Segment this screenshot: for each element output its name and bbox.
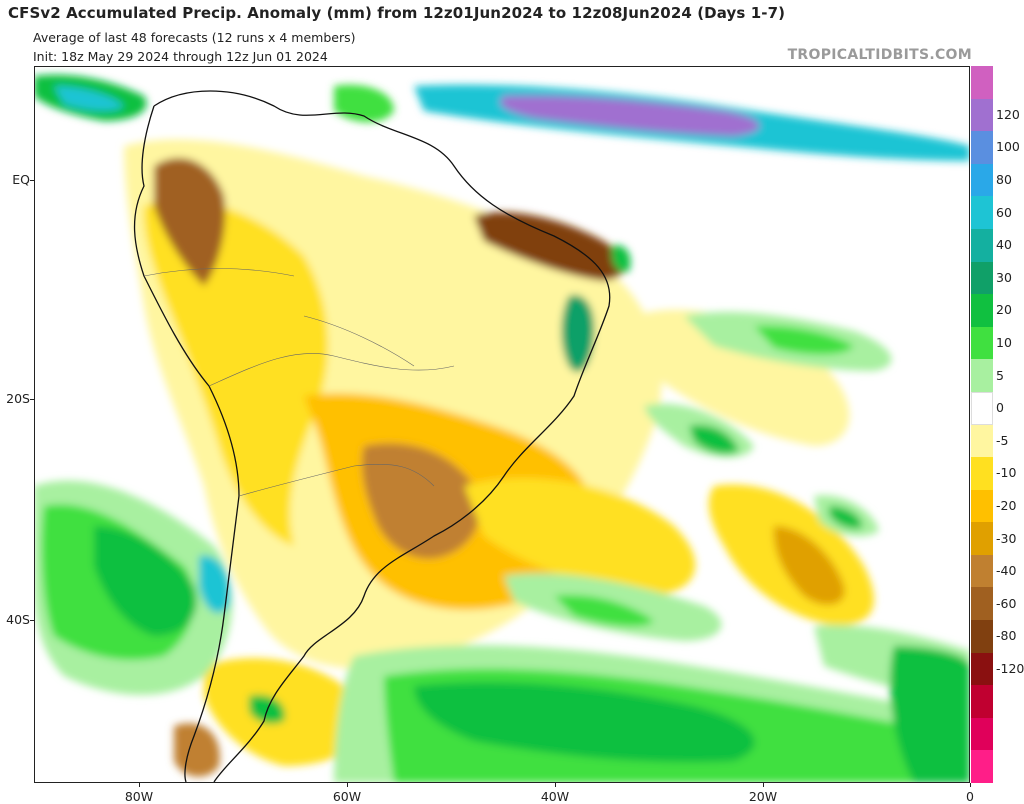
colorbar-segment xyxy=(971,522,993,556)
colorbar-segment xyxy=(971,424,993,458)
colorbar-segment xyxy=(971,261,993,295)
colorbar-segment xyxy=(971,359,993,393)
colorbar-label: -80 xyxy=(996,628,1017,644)
colorbar-segment xyxy=(971,66,993,100)
lon-label-40w: 40W xyxy=(540,789,570,804)
lon-tick xyxy=(970,783,971,787)
colorbar xyxy=(971,66,993,784)
colorbar-segment xyxy=(971,620,993,654)
colorbar-label: -30 xyxy=(996,530,1017,546)
chart-title: CFSv2 Accumulated Precip. Anomaly (mm) f… xyxy=(8,4,786,22)
anomaly-field xyxy=(34,74,970,783)
colorbar-segment xyxy=(971,457,993,491)
colorbar-label: 40 xyxy=(996,237,1012,253)
colorbar-segment xyxy=(971,685,993,719)
lat-tick xyxy=(30,620,34,621)
colorbar-segment xyxy=(971,326,993,360)
colorbar-label: 30 xyxy=(996,269,1012,285)
colorbar-label: -40 xyxy=(996,563,1017,579)
colorbar-segment xyxy=(971,554,993,588)
colorbar-segment xyxy=(971,652,993,686)
colorbar-segment xyxy=(971,131,993,165)
colorbar-label: 100 xyxy=(996,139,1020,155)
colorbar-segment xyxy=(971,750,993,784)
colorbar-segment xyxy=(971,163,993,197)
colorbar-segment xyxy=(971,228,993,263)
lon-tick xyxy=(555,783,556,787)
lon-tick xyxy=(347,783,348,787)
colorbar-segment xyxy=(971,196,993,230)
lat-tick xyxy=(30,399,34,400)
colorbar-label: 60 xyxy=(996,204,1012,220)
lon-label-60w: 60W xyxy=(332,789,362,804)
colorbar-label: 80 xyxy=(996,172,1012,188)
lon-label-20w: 20W xyxy=(748,789,778,804)
colorbar-label: 5 xyxy=(996,367,1004,383)
precip-anomaly-map xyxy=(34,66,970,783)
lat-label-20s: 20S xyxy=(6,391,30,406)
colorbar-label: -5 xyxy=(996,432,1009,448)
colorbar-label: -10 xyxy=(996,465,1017,481)
chart-subtitle-init: Init: 18z May 29 2024 through 12z Jun 01… xyxy=(33,49,328,64)
colorbar-segment xyxy=(971,717,993,751)
colorbar-segment xyxy=(971,489,993,523)
coastlines xyxy=(133,90,611,783)
lat-tick xyxy=(30,180,34,181)
lon-tick xyxy=(139,783,140,787)
lon-label-80w: 80W xyxy=(124,789,154,804)
colorbar-label: 10 xyxy=(996,335,1012,351)
colorbar-segment xyxy=(971,98,993,132)
colorbar-label: -60 xyxy=(996,595,1017,611)
lat-label-40s: 40S xyxy=(6,612,30,627)
lat-label-eq: EQ xyxy=(12,172,30,187)
colorbar-segment xyxy=(971,391,993,425)
colorbar-label: 0 xyxy=(996,400,1004,416)
chart-subtitle-ensemble: Average of last 48 forecasts (12 runs x … xyxy=(33,30,356,45)
colorbar-label: 120 xyxy=(996,106,1020,122)
map-frame xyxy=(34,66,970,783)
colorbar-segment xyxy=(971,587,993,621)
colorbar-label: -120 xyxy=(996,660,1024,676)
country-borders xyxy=(143,268,455,497)
brand-watermark[interactable]: TROPICALTIDBITS.COM xyxy=(787,47,972,63)
lon-label-0: 0 xyxy=(966,789,974,804)
colorbar-label: 20 xyxy=(996,302,1012,318)
colorbar-segment xyxy=(971,294,993,328)
colorbar-label: -20 xyxy=(996,497,1017,513)
lon-tick xyxy=(763,783,764,787)
